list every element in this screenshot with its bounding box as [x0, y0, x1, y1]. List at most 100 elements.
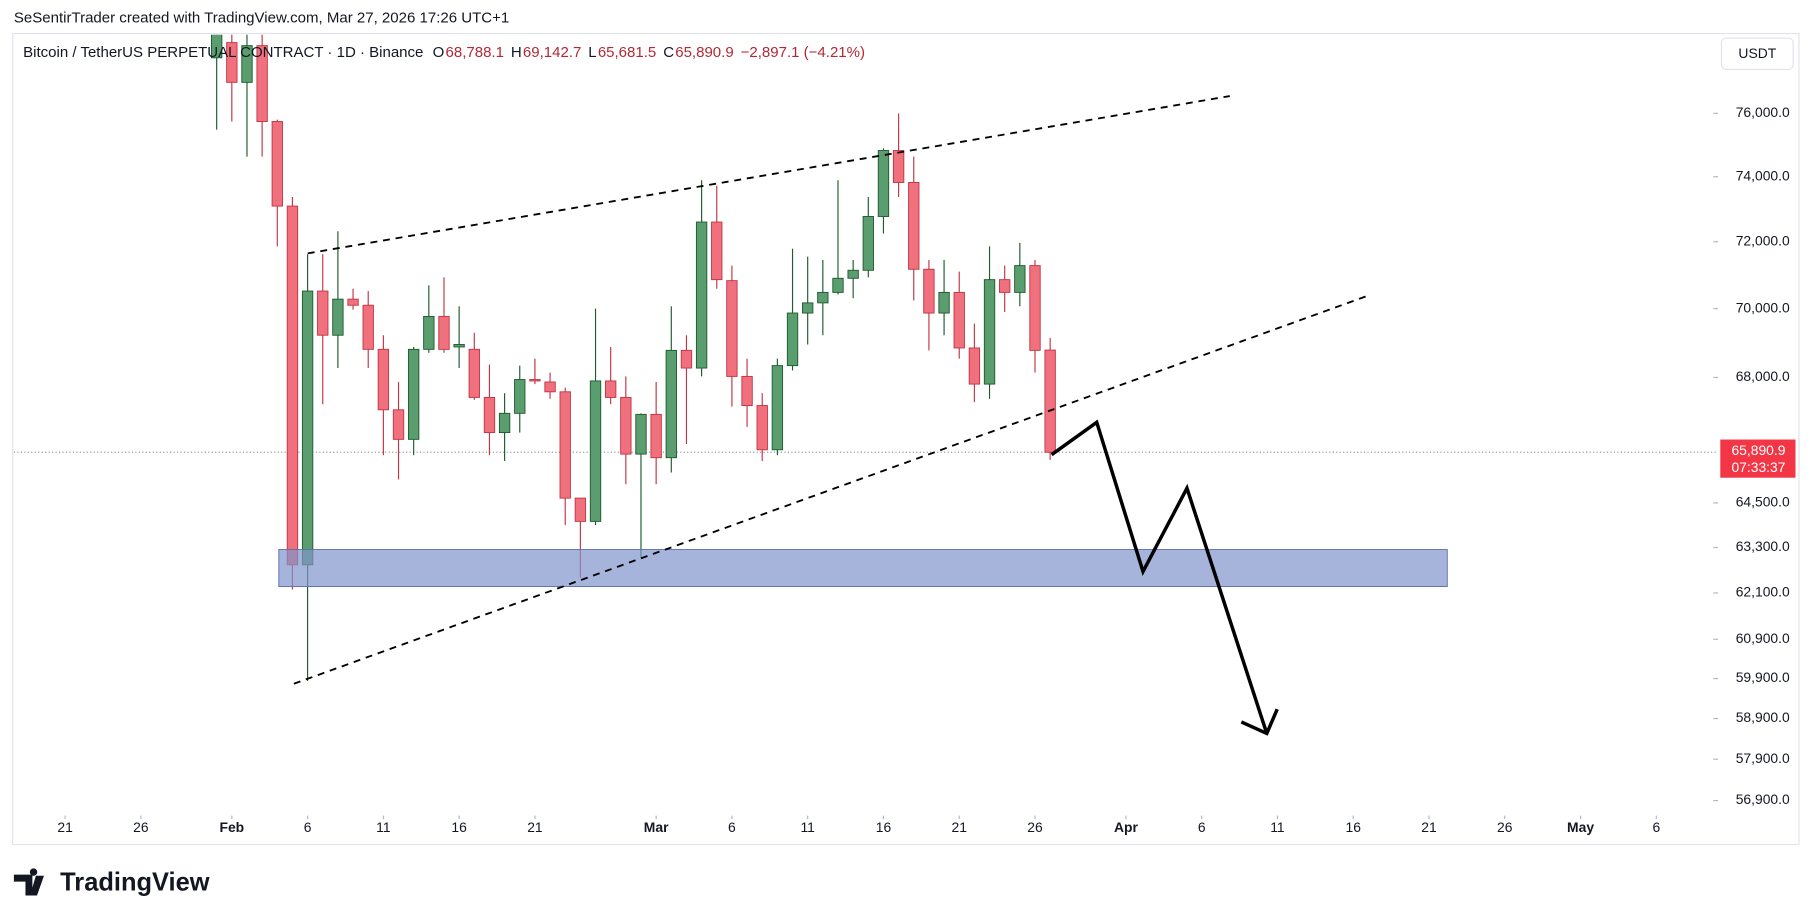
- x-tick-label: 6: [304, 819, 312, 835]
- candle-body: [999, 279, 1011, 293]
- y-tick-label: 60,900.0: [1736, 630, 1790, 646]
- candle-body: [377, 348, 390, 411]
- candle-body: [544, 381, 556, 393]
- symbol: Bitcoin / TetherUS PERPETUAL CONTRACT · …: [23, 44, 423, 61]
- candle-body: [226, 42, 238, 83]
- y-tick-label: 59,900.0: [1736, 669, 1790, 685]
- x-tick-label: 6: [728, 819, 736, 835]
- candle-body: [665, 349, 677, 459]
- x-tick-label: 16: [451, 819, 467, 835]
- candle-body: [620, 396, 632, 455]
- y-tick-label: 74,000.0: [1736, 167, 1790, 183]
- y-tick-label: 62,100.0: [1736, 584, 1790, 600]
- support-zone: [278, 549, 1448, 588]
- legend-key: C: [663, 44, 674, 61]
- candle-body: [468, 348, 480, 398]
- x-tick-label: 16: [1346, 819, 1362, 835]
- candle-body: [862, 216, 874, 271]
- candle-body: [301, 290, 314, 566]
- candle-body: [726, 280, 738, 377]
- x-tick-label: 6: [1198, 819, 1206, 835]
- candle-body: [892, 150, 905, 183]
- candle-body: [741, 375, 753, 407]
- candle-body: [589, 380, 602, 522]
- plot: 76,000.0 74,000.0 72,000.0 70,000.0 68,000.0…: [13, 34, 1796, 835]
- candle-body: [347, 298, 359, 306]
- candle-body: [953, 291, 965, 349]
- projection-arrowhead: [1240, 708, 1279, 736]
- y-tick-label: 63,300.0: [1736, 538, 1790, 554]
- candle-body: [983, 279, 996, 385]
- candle-body: [271, 121, 283, 207]
- candle-body: [968, 347, 981, 385]
- price-label: 65,890.9: [1731, 442, 1785, 458]
- candle-body: [605, 380, 617, 398]
- candle-body: [286, 205, 299, 566]
- currency-button[interactable]: [1720, 37, 1794, 71]
- x-tick-label: 21: [57, 819, 73, 835]
- candle-body: [423, 315, 435, 350]
- candle-body: [771, 365, 784, 451]
- drawings: [278, 95, 1448, 736]
- y-tick-label: 64,500.0: [1736, 494, 1790, 510]
- candle-body: [786, 312, 799, 367]
- legend-change: −2,897.1 (−4.21%): [741, 44, 865, 61]
- projection-path: [1050, 419, 1269, 735]
- candle-body: [756, 405, 768, 451]
- x-tick-label: 21: [527, 819, 543, 835]
- candle-body: [1014, 265, 1026, 293]
- logo-text: TradingView: [60, 869, 210, 897]
- y-tick-label: 58,900.0: [1736, 709, 1790, 725]
- candle-body: [453, 344, 465, 348]
- price-label-box: [1720, 439, 1796, 478]
- candle-body: [802, 302, 814, 314]
- x-tick-label: 21: [952, 819, 968, 835]
- candle-body: [317, 290, 329, 336]
- candle-body: [847, 269, 859, 279]
- candle-body: [483, 396, 496, 434]
- candle-body: [362, 304, 374, 350]
- symbol-legend: Bitcoin / TetherUS PERPETUAL CONTRACT · …: [23, 44, 865, 61]
- candle-body: [241, 45, 253, 83]
- x-tick-label: 11: [1270, 819, 1285, 835]
- legend-key: O: [433, 44, 445, 61]
- candle-body: [1029, 265, 1041, 351]
- x-tick-label: 6: [1652, 819, 1660, 835]
- candle-body: [923, 268, 935, 314]
- x-tick-label: 26: [133, 819, 149, 835]
- x-tick-label: Mar: [644, 819, 669, 835]
- candle-body: [680, 349, 693, 369]
- candle-body: [635, 413, 647, 455]
- legend-key: H: [511, 44, 522, 61]
- candle-body: [938, 291, 950, 314]
- x-tick-label: 16: [876, 819, 892, 835]
- x-tick-label: 26: [1027, 819, 1043, 835]
- channel-upper: [307, 95, 1230, 255]
- currency-label[interactable]: USDT: [1738, 45, 1776, 61]
- legend-key: L: [588, 44, 596, 61]
- legend-value: 65,890.9: [675, 44, 733, 61]
- x-tick-label: Apr: [1114, 819, 1138, 835]
- candle-body: [832, 277, 844, 293]
- y-tick-label: 76,000.0: [1736, 104, 1790, 120]
- logo: TradingView: [13, 868, 210, 897]
- x-tick-label: 21: [1421, 819, 1437, 835]
- logo-icon: [13, 868, 44, 896]
- candle-body: [877, 150, 890, 217]
- candle-body: [529, 379, 541, 382]
- legend-value: 65,681.5: [598, 44, 656, 61]
- chart-frame: [12, 32, 1800, 846]
- credit: SeSentirTrader created with TradingView.…: [14, 10, 509, 27]
- y-tick-label: 70,000.0: [1736, 299, 1790, 315]
- y-tick-label: 57,900.0: [1736, 750, 1790, 766]
- candle-body: [392, 409, 405, 440]
- x-tick-label: May: [1567, 819, 1594, 835]
- candle-body: [650, 413, 662, 459]
- candle-body: [438, 315, 450, 350]
- candle-body: [498, 412, 511, 434]
- x-tick-label: Feb: [219, 819, 244, 835]
- y-tick-label: 72,000.0: [1736, 232, 1790, 248]
- candle-body: [908, 182, 920, 270]
- candle-body: [695, 221, 708, 369]
